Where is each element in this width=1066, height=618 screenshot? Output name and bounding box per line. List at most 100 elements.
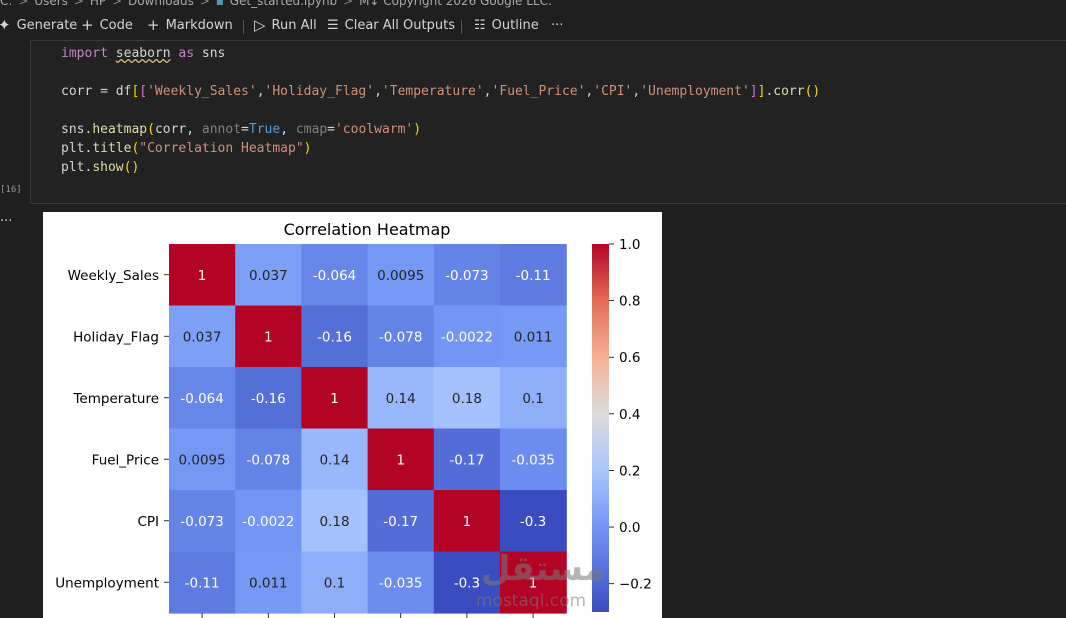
y-tick-label: Unemployment [55,575,159,591]
heatmap-cell [500,244,567,307]
colorbar-tick-label: 1.0 [619,237,640,253]
breadcrumb-item[interactable]: Users [34,0,68,8]
clear-all-icon: ☰ [327,18,339,33]
heatmap-annotation: -0.078 [247,452,291,468]
breadcrumb-item[interactable]: HP [89,0,107,8]
colorbar-tick-label: 0.2 [619,463,640,479]
heatmap-annotation: 0.011 [249,575,288,591]
clear-outputs-label: Clear All Outputs [344,18,455,33]
heatmap-cell [235,305,302,368]
code-line[interactable]: corr = df[['Weekly_Sales','Holiday_Flag'… [61,84,821,99]
toolbar-divider [461,20,462,34]
heatmap-cell [169,490,236,553]
y-tick-label: Weekly_Sales [68,268,159,284]
outline-button[interactable]: ☷ Outline [474,18,539,33]
watermark: مستقل mostaql.com [476,549,605,611]
code-editor[interactable]: import seaborn as sns corr = df[['Weekly… [61,44,820,177]
heatmap-annotation: -0.17 [383,514,418,530]
toolbar-divider [243,20,244,34]
heatmap-cell [433,428,501,491]
code-line[interactable]: plt.show() [61,160,140,175]
heatmap-cell [235,367,302,430]
run-all-icon: ▷ [254,16,266,34]
breadcrumb-item[interactable]: Get_started.ipynb [229,0,338,8]
heatmap-cell [301,428,369,491]
heatmap-annotation: -0.0022 [441,329,493,345]
heatmap-annotation: 0.011 [514,329,553,345]
heatmap-cell [367,244,435,307]
outline-icon: ☷ [474,18,486,33]
heatmap-annotation: 0.0095 [178,452,225,468]
y-tick-label: CPI [137,514,159,530]
code-line[interactable]: import seaborn as sns [61,46,226,61]
heatmap-annotation: -0.073 [180,514,224,530]
heatmap-cell [500,551,567,614]
heatmap-annotation: -0.16 [251,391,286,407]
heatmap-annotation: 0.18 [452,391,482,407]
heatmap-annotation: -0.064 [313,268,357,284]
generate-button[interactable]: ✦ Generate [0,18,77,34]
heatmap-cell [500,490,567,553]
heatmap-annotation: -0.073 [445,268,489,284]
heatmap-annotation: -0.078 [379,329,423,345]
heatmap-cell [301,244,369,307]
colorbar [592,244,609,612]
add-code-button[interactable]: + Code [81,16,133,34]
breadcrumb-item[interactable]: Downloads [127,0,194,8]
heatmap-annotation: -0.035 [511,452,555,468]
heatmap-cell [235,551,302,614]
heatmap-cell [235,428,302,491]
heatmap-annotation: 0.1 [522,391,543,407]
heatmap-annotation: 0.0095 [377,268,424,284]
heatmap-cell [169,428,236,491]
heatmap-annotation: 1 [463,514,472,530]
heatmap-annotation: 1 [198,268,207,284]
heatmap-annotation: 0.1 [324,575,345,591]
output-figure: Correlation Heatmap 1 0.037 -0.064 0.0095 -0… [43,212,662,618]
colorbar-tick-label: 0.6 [619,350,640,366]
code-line[interactable] [61,63,820,82]
watermark-arabic: مستقل [481,549,605,589]
heatmap-annotation: 0.18 [319,514,349,530]
heatmap-cell [367,490,435,553]
heatmap-cell [433,244,501,307]
colorbar-tick-label: 0.0 [619,520,640,536]
colorbar-tick-label: 0.8 [619,294,640,310]
heatmap-cell [367,367,435,430]
breadcrumb-item[interactable]: C: [0,0,13,8]
output-more-button[interactable]: ... [0,210,13,225]
y-tick-label: Temperature [72,391,159,407]
heatmap-annotation: -0.11 [516,268,551,284]
plus-icon: + [147,16,160,34]
code-label: Code [99,18,133,33]
heatmap-annotation: -0.3 [454,575,480,591]
breadcrumb: C: > Users > HP > Downloads > ▪ Get_started.… [0,0,1066,12]
clear-outputs-button[interactable]: ☰ Clear All Outputs [327,18,455,33]
heatmap-annotation: 1 [396,452,405,468]
plus-icon: + [81,16,94,34]
heatmap-cell [433,305,501,368]
heatmap-cell [235,244,302,307]
chart-title: Correlation Heatmap [284,220,451,239]
heatmap-cell [301,367,369,430]
breadcrumb-item[interactable]: M↓ Copyright 2026 Google LLC. [359,0,552,8]
run-all-button[interactable]: ▷ Run All [254,16,317,34]
code-cell[interactable] [30,40,1066,204]
heatmap-annotation: 0.14 [386,391,416,407]
code-line[interactable]: sns.heatmap(corr, annot=True, cmap='cool… [61,122,422,137]
heatmap-cell [433,490,501,553]
heatmap-cell [235,490,302,553]
code-line[interactable] [61,101,820,120]
heatmap-cell [367,551,435,614]
outline-label: Outline [491,18,539,33]
heatmap-cell [301,551,369,614]
code-line[interactable]: plt.title("Correlation Heatmap") [61,141,312,156]
heatmap-annotation: -0.17 [449,452,484,468]
more-actions-button[interactable]: ··· [551,18,563,33]
heatmap-cell [500,367,567,430]
add-markdown-button[interactable]: + Markdown [147,16,233,34]
heatmap-annotation: -0.064 [180,391,224,407]
execution-count: [16] [0,185,22,195]
cell-gutter[interactable] [0,40,28,202]
watermark-latin: mostaql.com [476,591,586,611]
